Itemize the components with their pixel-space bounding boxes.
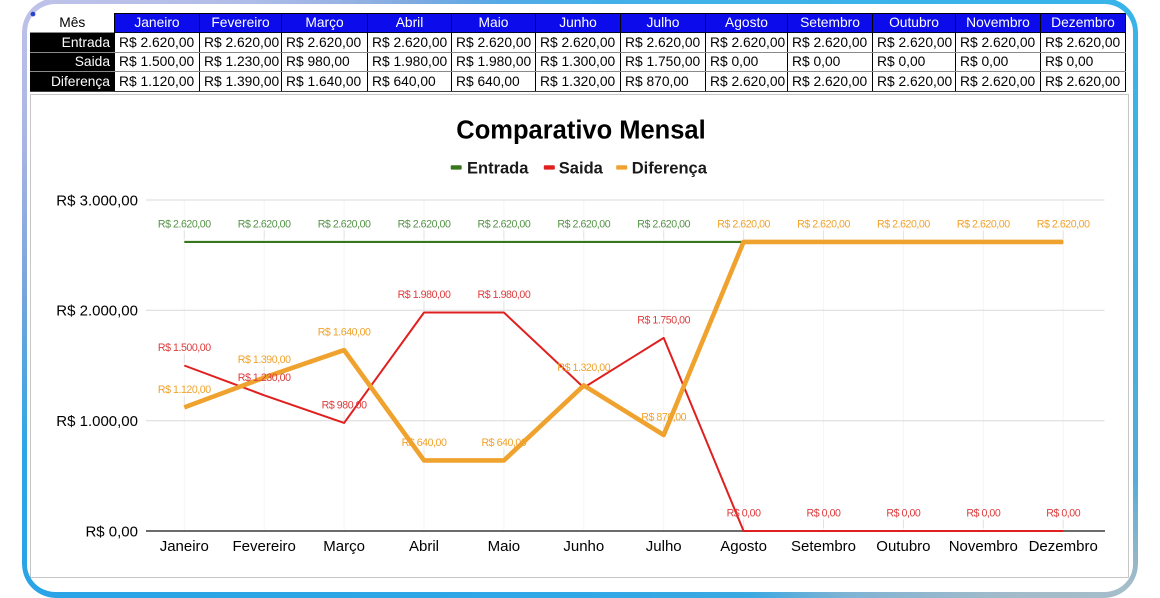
svg-text:Março: Março: [323, 538, 365, 555]
svg-text:R$ 640,00: R$ 640,00: [481, 437, 526, 449]
svg-text:R$ 2.620,00: R$ 2.620,00: [398, 219, 451, 231]
svg-text:R$ 640,00: R$ 640,00: [402, 437, 447, 449]
svg-text:R$ 980,00: R$ 980,00: [322, 400, 367, 412]
svg-text:R$ 1.980,00: R$ 1.980,00: [398, 289, 451, 301]
svg-text:R$ 2.620,00: R$ 2.620,00: [877, 219, 930, 231]
svg-text:R$ 2.620,00: R$ 2.620,00: [797, 219, 850, 231]
svg-text:Fevereiro: Fevereiro: [233, 538, 296, 555]
svg-text:Comparativo Mensal: Comparativo Mensal: [456, 117, 705, 145]
svg-text:Abril: Abril: [409, 538, 439, 555]
svg-text:R$ 3.000,00: R$ 3.000,00: [56, 192, 138, 209]
svg-text:R$ 1.390,00: R$ 1.390,00: [238, 354, 291, 366]
svg-text:R$ 1.120,00: R$ 1.120,00: [158, 384, 211, 396]
svg-text:R$ 2.000,00: R$ 2.000,00: [56, 303, 138, 320]
svg-text:Setembro: Setembro: [791, 538, 856, 555]
svg-text:R$ 0,00: R$ 0,00: [85, 523, 138, 540]
svg-text:Junho: Junho: [563, 538, 604, 555]
svg-text:Maio: Maio: [488, 538, 521, 555]
svg-text:R$ 2.620,00: R$ 2.620,00: [957, 219, 1010, 231]
svg-text:Diferença: Diferença: [632, 159, 708, 177]
svg-text:Janeiro: Janeiro: [160, 538, 209, 555]
svg-text:Entrada: Entrada: [467, 159, 529, 177]
svg-text:Dezembro: Dezembro: [1029, 538, 1098, 555]
svg-text:R$ 2.620,00: R$ 2.620,00: [637, 219, 690, 231]
svg-text:R$ 0,00: R$ 0,00: [966, 508, 1001, 520]
svg-text:R$ 1.230,00: R$ 1.230,00: [238, 372, 291, 384]
svg-text:Outubro: Outubro: [876, 538, 930, 555]
svg-text:Julho: Julho: [646, 538, 682, 555]
svg-text:R$ 1.980,00: R$ 1.980,00: [478, 289, 531, 301]
svg-text:R$ 2.620,00: R$ 2.620,00: [1037, 219, 1090, 231]
svg-text:Agosto: Agosto: [720, 538, 767, 555]
svg-text:R$ 2.620,00: R$ 2.620,00: [478, 219, 531, 231]
svg-text:R$ 870,00: R$ 870,00: [641, 412, 686, 424]
svg-text:R$ 1.000,00: R$ 1.000,00: [56, 413, 138, 430]
svg-text:R$ 0,00: R$ 0,00: [1046, 508, 1081, 520]
svg-text:R$ 2.620,00: R$ 2.620,00: [557, 219, 610, 231]
svg-text:R$ 1.750,00: R$ 1.750,00: [637, 315, 690, 327]
svg-text:Novembro: Novembro: [949, 538, 1018, 555]
svg-text:R$ 1.500,00: R$ 1.500,00: [158, 342, 211, 354]
svg-text:Saida: Saida: [559, 159, 604, 177]
svg-text:R$ 1.640,00: R$ 1.640,00: [318, 327, 371, 339]
svg-text:R$ 0,00: R$ 0,00: [807, 508, 842, 520]
svg-text:R$ 1.320,00: R$ 1.320,00: [557, 362, 610, 374]
svg-text:R$ 0,00: R$ 0,00: [886, 508, 921, 520]
svg-text:R$ 2.620,00: R$ 2.620,00: [158, 219, 211, 231]
svg-text:R$ 2.620,00: R$ 2.620,00: [318, 219, 371, 231]
svg-text:R$ 2.620,00: R$ 2.620,00: [717, 219, 770, 231]
svg-text:R$ 2.620,00: R$ 2.620,00: [238, 219, 291, 231]
svg-text:R$ 0,00: R$ 0,00: [727, 508, 762, 520]
